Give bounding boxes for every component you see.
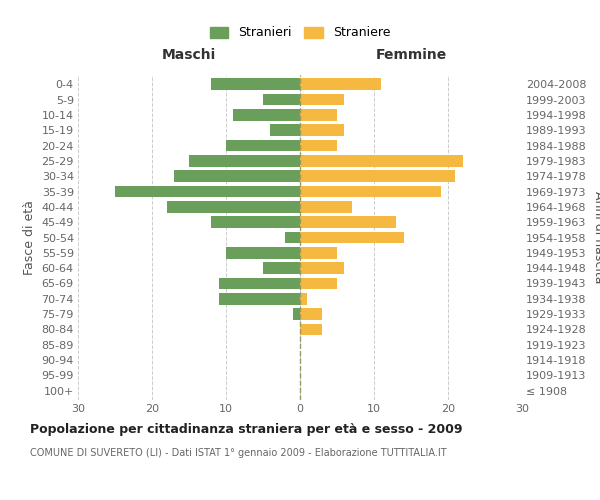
Bar [271, 124, 300, 136]
Y-axis label: Fasce di età: Fasce di età [23, 200, 36, 275]
Bar [300, 170, 455, 182]
Bar [300, 262, 344, 274]
Bar [300, 278, 337, 289]
Bar [300, 94, 344, 106]
Bar [293, 308, 300, 320]
Legend: Stranieri, Straniere: Stranieri, Straniere [206, 22, 394, 43]
Bar [300, 140, 337, 151]
Bar [300, 124, 344, 136]
Bar [300, 247, 337, 258]
Bar [115, 186, 300, 198]
Bar [211, 216, 300, 228]
Bar [218, 293, 300, 304]
Y-axis label: Anni di nascita: Anni di nascita [592, 191, 600, 284]
Bar [300, 186, 440, 198]
Bar [300, 109, 337, 120]
Text: Popolazione per cittadinanza straniera per età e sesso - 2009: Popolazione per cittadinanza straniera p… [30, 422, 463, 436]
Bar [300, 155, 463, 166]
Bar [233, 109, 300, 120]
Bar [300, 201, 352, 212]
Bar [300, 293, 307, 304]
Bar [189, 155, 300, 166]
Bar [167, 201, 300, 212]
Bar [300, 78, 382, 90]
Bar [300, 232, 404, 243]
Bar [285, 232, 300, 243]
Bar [218, 278, 300, 289]
Bar [174, 170, 300, 182]
Bar [226, 247, 300, 258]
Bar [226, 140, 300, 151]
Bar [263, 262, 300, 274]
Bar [300, 308, 322, 320]
Text: Maschi: Maschi [162, 48, 216, 62]
Bar [263, 94, 300, 106]
Bar [300, 216, 396, 228]
Text: COMUNE DI SUVERETO (LI) - Dati ISTAT 1° gennaio 2009 - Elaborazione TUTTITALIA.I: COMUNE DI SUVERETO (LI) - Dati ISTAT 1° … [30, 448, 446, 458]
Bar [300, 324, 322, 335]
Bar [211, 78, 300, 90]
Text: Femmine: Femmine [376, 48, 446, 62]
